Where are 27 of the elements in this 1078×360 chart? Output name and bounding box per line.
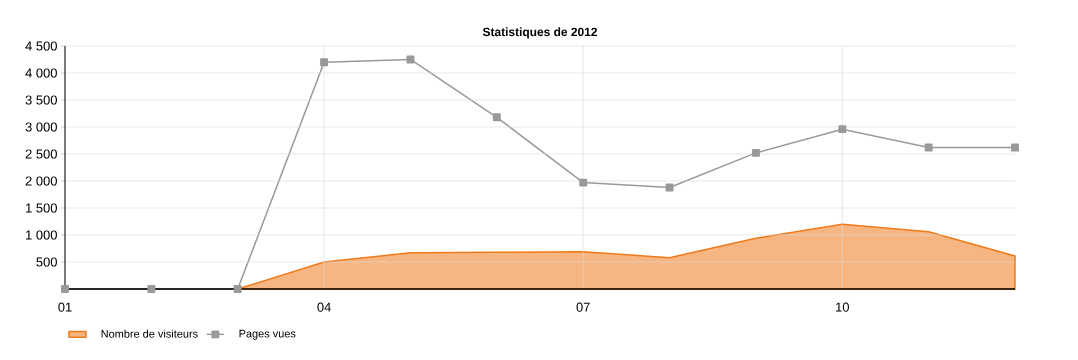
y-tick-label: 3 500 (25, 95, 57, 105)
y-tick-label: 1 500 (26, 203, 57, 213)
x-tick-label: 04 (317, 302, 331, 312)
y-tick-label: 500 (36, 257, 57, 267)
x-tick-label: 01 (58, 302, 72, 312)
y-tick-label: 4 500 (25, 41, 57, 51)
y-tick-label: 2 000 (25, 176, 57, 186)
y-tick-label: 2 500 (25, 149, 57, 159)
point (838, 125, 847, 134)
y-tick-label: 1 000 (26, 230, 57, 240)
point (924, 143, 933, 152)
legend-label: Nombre de visiteurs (101, 329, 198, 338)
chart-title: Statistiques de 2012 (482, 27, 597, 39)
point (665, 183, 674, 192)
y-tick-label: 4 000 (25, 68, 57, 78)
point (751, 148, 760, 157)
x-tick-label: 10 (836, 302, 849, 312)
point (320, 58, 329, 67)
point (492, 113, 501, 122)
x-tick-label: 07 (576, 302, 590, 312)
y-tick-label: 3 000 (25, 122, 57, 132)
legend-label: Pages vues (239, 329, 296, 340)
point (233, 285, 242, 293)
point (147, 285, 156, 293)
point (1011, 143, 1019, 152)
point (61, 285, 69, 293)
point (579, 178, 588, 187)
